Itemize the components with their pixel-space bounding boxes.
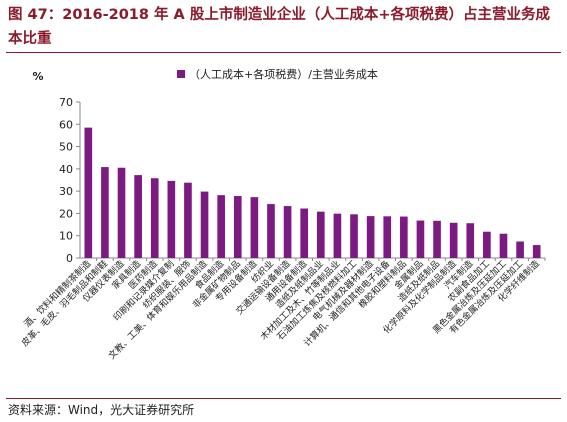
bar (184, 182, 192, 258)
bar (167, 180, 176, 258)
y-tick-label: 50 (59, 141, 73, 154)
bar (233, 196, 242, 258)
y-tick-label: 20 (59, 207, 73, 220)
bar (134, 175, 142, 258)
bar (150, 178, 159, 258)
y-tick-label: 40 (59, 163, 73, 176)
bar (416, 220, 425, 258)
y-tick-label: 10 (59, 230, 73, 243)
bar (483, 231, 491, 258)
x-tick-label: 皮革、毛皮、羽毛制品和制鞋 (19, 258, 110, 349)
y-tick-label: 70 (59, 96, 73, 109)
bar (283, 206, 292, 258)
bar (499, 233, 508, 258)
bar (532, 245, 541, 258)
bar (433, 220, 441, 258)
bar (516, 241, 524, 258)
bar (466, 223, 475, 258)
source-divider (6, 398, 561, 399)
bar (350, 214, 358, 258)
bar (449, 222, 458, 258)
bar (366, 216, 375, 258)
bars (84, 127, 541, 258)
x-axis-labels: 酒、饮料和精制茶制造皮革、毛皮、羽毛制品和制鞋仪器仪表制造家具制造医药制造印刷和… (19, 258, 542, 362)
bar (200, 191, 209, 258)
bar (84, 127, 93, 258)
bar (300, 208, 309, 258)
source-note: 资料来源：Wind，光大证券研究所 (8, 403, 195, 417)
figure-title: 图 47：2016-2018 年 A 股上市制造业企业（人工成本+各项税费）占主… (8, 7, 550, 47)
legend: （人工成本+各项税费）/主营业务成本 (177, 67, 378, 81)
legend-swatch (177, 70, 185, 78)
bar (333, 213, 342, 258)
bar (267, 204, 275, 258)
bar (117, 167, 126, 258)
title-divider (6, 52, 561, 53)
bar (316, 211, 325, 258)
y-tick-label: 60 (59, 118, 73, 131)
legend-label: （人工成本+各项税费）/主营业务成本 (189, 67, 378, 81)
bar (217, 195, 225, 258)
bar (400, 216, 408, 258)
bar (101, 167, 109, 258)
y-tick-label: 30 (59, 185, 73, 198)
x-tick-label: 酒、饮料和精制茶制造 (21, 258, 93, 330)
y-axis-label: % (32, 70, 43, 83)
y-tick-label: 0 (66, 252, 73, 265)
bar (250, 197, 259, 258)
bar (383, 216, 392, 258)
